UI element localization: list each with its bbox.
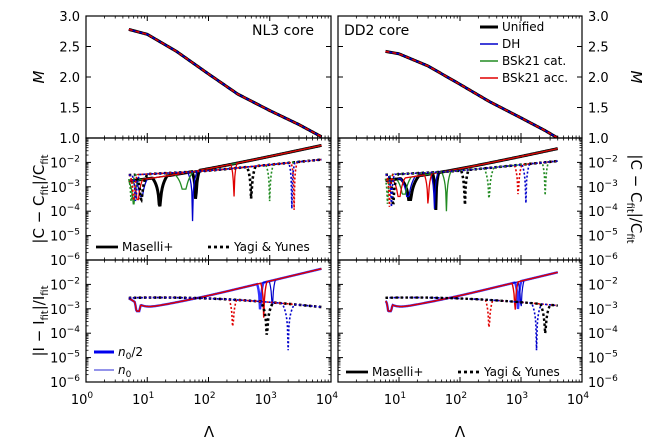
y-tick-label-right: 10−3	[588, 301, 618, 318]
curve-i-maselli-bsk-acc	[128, 268, 322, 318]
curve-c-maselli-bsk-acc	[128, 144, 322, 201]
y-tick-label-right: 10−4	[588, 325, 618, 342]
y-tick-label-right: 10−2	[588, 276, 618, 293]
panel-title-nl3: NL3 core	[252, 23, 314, 39]
data-curves	[128, 27, 559, 351]
curve-c-yagi-dh	[128, 158, 322, 209]
x-tick-label: 101	[132, 391, 154, 408]
panel-title-dd2: DD2 core	[344, 23, 409, 39]
legend-label-maselli-i: Maselli+	[372, 365, 423, 379]
x-tick-label: 103	[255, 391, 277, 408]
ylabel-c-right: |C − Cfit|/Cfit	[624, 154, 645, 243]
ylabel-c-left: |C − Cfit|/Cfit	[30, 154, 51, 243]
y-tick-label-left: 10−6	[50, 252, 80, 269]
y-tick-label-right: 10−4	[588, 203, 618, 220]
legend-label-yagi-i: Yagi & Yunes	[483, 365, 560, 379]
x-tick-label: 100	[71, 391, 94, 408]
x-tick-label: 104	[316, 391, 339, 408]
legend-label-yagi-c: Yagi & Yunes	[233, 240, 310, 254]
svg-text:|C − Cfit|/Cfit: |C − Cfit|/Cfit	[30, 154, 51, 243]
y-tick-label-left: 10−6	[50, 374, 80, 391]
svg-text:|C − Cfit|/Cfit: |C − Cfit|/Cfit	[624, 154, 645, 243]
legend-n0: n0/2 n0	[94, 345, 143, 380]
y-tick-label-right: 10−6	[588, 252, 618, 269]
x-tick-label: 104	[567, 391, 590, 408]
legend-label-bsk-cat: BSk21 cat.	[502, 54, 566, 68]
y-tick-label-left: 10−2	[50, 154, 80, 171]
curve-i-yagi-bsk-acc-dd2	[385, 296, 558, 328]
y-tick-label-mass-left: 2.5	[59, 41, 80, 56]
legend-eos: Unified DH BSk21 cat. BSk21 acc.	[480, 20, 568, 85]
y-tick-label-mass-right: 2.5	[588, 41, 609, 56]
y-tick-label-mass-left: 3.0	[59, 10, 80, 25]
y-tick-label-left: 10−3	[50, 179, 80, 196]
legend-label-n0: n0	[118, 363, 132, 380]
y-tick-label-left: 10−4	[50, 325, 80, 342]
curve-i-maselli-bsk-acc-dd2	[385, 271, 558, 312]
x-tick-label: 102	[193, 391, 215, 408]
axes-frame-r1c1	[337, 137, 583, 261]
xlabel-right: Λ	[455, 423, 466, 441]
legend-fit-i: Maselli+ Yagi & Yunes	[346, 365, 560, 379]
y-tick-label-left: 10−2	[50, 276, 80, 293]
legend-label-unified: Unified	[502, 20, 544, 34]
xlabel-left: Λ	[204, 423, 215, 441]
curve-mass-bsk-acc	[385, 50, 559, 138]
y-tick-label-mass-left: 2.0	[59, 71, 80, 86]
y-tick-label-mass-right: 1.5	[588, 102, 609, 117]
curve-c-maselli-bsk-cat-dd2	[385, 147, 558, 212]
ylabel-i-left: |I − Ifit|/Ifit	[30, 285, 51, 356]
y-tick-label-right: 10−2	[588, 154, 618, 171]
y-tick-label-left: 10−3	[50, 301, 80, 318]
y-tick-label-mass-right: 3.0	[588, 10, 609, 25]
y-tick-label-mass-right: 2.0	[588, 71, 609, 86]
y-tick-label-right: 10−5	[588, 350, 618, 367]
axis-ticks: 1.0 1.01.5 1.52.0 2.02.5 2.53.0 3.010−6 10−610…	[50, 10, 618, 408]
y-tick-label-right: 10−6	[588, 374, 618, 391]
legend-label-n0half: n0/2	[118, 345, 143, 362]
y-tick-label-mass-left: 1.0	[59, 132, 80, 147]
legend-label-bsk-acc: BSk21 acc.	[502, 71, 568, 85]
ylabel-mass-left: M	[30, 70, 48, 83]
y-tick-label-mass-left: 1.5	[59, 102, 80, 117]
y-tick-label-right: 10−5	[588, 228, 618, 245]
ylabel-mass-right: M	[627, 71, 645, 84]
legend-label-maselli-c: Maselli+	[122, 240, 173, 254]
curve-c-maselli-unified-dd2	[385, 147, 559, 210]
y-tick-label-left: 10−5	[50, 350, 80, 367]
curve-i-yagi-dh-dd2	[385, 296, 558, 351]
curve-mass-bsk-acc	[128, 28, 322, 138]
svg-text:|I − Ifit|/Ifit: |I − Ifit|/Ifit	[30, 285, 51, 356]
legend-fit-c: Maselli+ Yagi & Yunes	[96, 240, 310, 254]
y-tick-label-left: 10−4	[50, 203, 80, 220]
curve-i-yagi-bsk-acc	[128, 296, 322, 327]
curve-i-yagi-unified-dd2	[385, 296, 558, 334]
curve-c-maselli-bsk-acc-dd2	[385, 147, 558, 204]
x-tick-label: 102	[445, 391, 467, 408]
x-tick-label: 101	[384, 391, 406, 408]
x-tick-label: 103	[506, 391, 528, 408]
curve-mass-unified	[128, 27, 323, 138]
curve-i-yagi-dh	[128, 296, 322, 351]
y-tick-label-right: 10−3	[588, 179, 618, 196]
y-tick-label-mass-right: 1.0	[588, 132, 609, 147]
y-tick-label-left: 10−5	[50, 228, 80, 245]
curve-i-yagi-unified	[128, 296, 322, 335]
legend-label-dh: DH	[502, 37, 520, 51]
curve-c-yagi-dh-dd2	[385, 160, 558, 207]
